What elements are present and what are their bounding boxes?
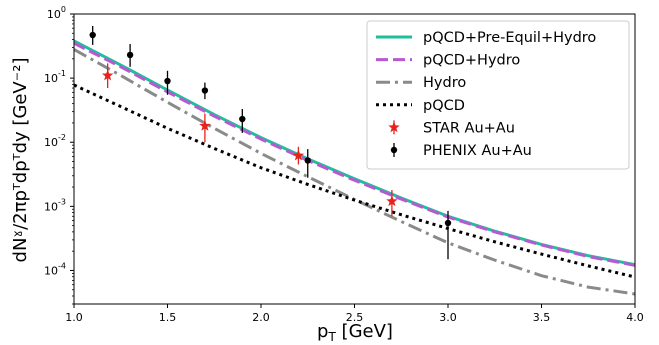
legend-label-pqcd-hydro: pQCD+Hydro xyxy=(423,53,520,69)
x-tick-label-4: 3.0 xyxy=(439,311,457,324)
legend-label-phenix-au-au: PHENIX Au+Au xyxy=(423,143,532,159)
x-axis-label: pT [GeV] xyxy=(317,321,393,344)
legend-box xyxy=(366,20,630,170)
x-tick-label-6: 4.0 xyxy=(626,311,644,324)
data-point-star-au-au-0 xyxy=(101,69,114,81)
points-layer xyxy=(89,25,452,260)
legend-label-star-au-au: STAR Au+Au xyxy=(423,120,515,136)
legend-label-pqcd: pQCD xyxy=(423,98,465,114)
y-tick-label-4: 100 xyxy=(47,5,66,21)
data-point-phenix-au-au-1 xyxy=(126,51,134,59)
data-point-phenix-au-au-5 xyxy=(304,157,311,164)
data-point-star-au-au-3 xyxy=(386,195,398,207)
data-point-phenix-au-au-6 xyxy=(444,219,452,227)
y-tick-label-0: 10-4 xyxy=(44,261,66,277)
legend-items: pQCD+Pre-Equil+Hydro pQCD+Hydro Hydro pQCD S… xyxy=(376,30,596,159)
legend-swatch-phenix-au-au xyxy=(390,146,398,154)
y-tick-label-1: 10-3 xyxy=(44,197,66,213)
ticks-layer: 1.0 1.5 2.0 2.5 3.0 3.5 4.0 10-4 10-3 10-2 10-1 100 xyxy=(44,5,644,324)
y-tick-label-2: 10-2 xyxy=(44,133,66,149)
legend-label-hydro: Hydro xyxy=(423,75,466,91)
x-tick-label-5: 3.5 xyxy=(533,311,551,324)
x-tick-label-3: 2.5 xyxy=(346,311,364,324)
data-point-phenix-au-au-4 xyxy=(239,115,246,123)
data-point-star-au-au-1 xyxy=(199,119,211,131)
legend-label-pqcd-pre-equil-hydro: pQCD+Pre-Equil+Hydro xyxy=(423,30,596,46)
data-point-phenix-au-au-0 xyxy=(89,31,96,39)
x-tick-label-1: 1.5 xyxy=(159,311,177,324)
legend-swatch-star-au-au xyxy=(388,121,400,133)
x-tick-label-0: 1.0 xyxy=(65,311,83,324)
y-tick-label-3: 10-1 xyxy=(44,69,66,85)
data-point-phenix-au-au-2 xyxy=(164,77,171,85)
series-line-pqcd xyxy=(74,83,635,279)
x-tick-label-2: 2.0 xyxy=(252,311,270,324)
y-axis-label: dNˠ/2πpᵀdpᵀdy [GeV⁻²] xyxy=(10,58,31,263)
legend: pQCD+Pre-Equil+Hydro pQCD+Hydro Hydro pQCD S… xyxy=(366,20,630,170)
data-point-star-au-au-2 xyxy=(292,149,305,161)
data-point-phenix-au-au-3 xyxy=(201,87,209,94)
